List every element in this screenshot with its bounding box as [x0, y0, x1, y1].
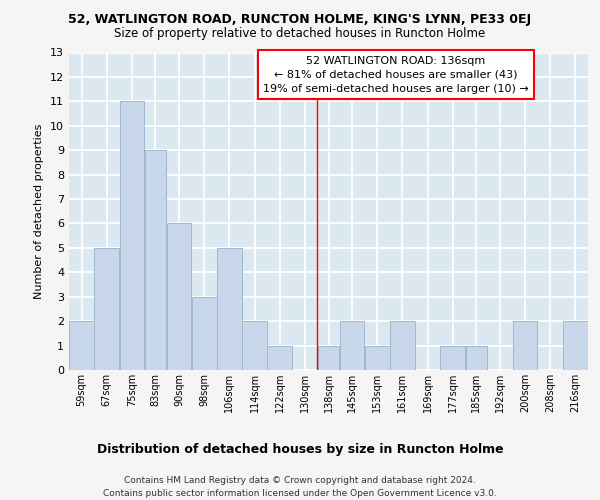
Bar	[318, 346, 339, 370]
Y-axis label: Number of detached properties: Number of detached properties	[34, 124, 44, 299]
Text: Distribution of detached houses by size in Runcton Holme: Distribution of detached houses by size …	[97, 442, 503, 456]
Text: Size of property relative to detached houses in Runcton Holme: Size of property relative to detached ho…	[115, 28, 485, 40]
Text: 52, WATLINGTON ROAD, RUNCTON HOLME, KING'S LYNN, PE33 0EJ: 52, WATLINGTON ROAD, RUNCTON HOLME, KING…	[68, 12, 532, 26]
Bar	[94, 248, 119, 370]
Text: Contains HM Land Registry data © Crown copyright and database right 2024.: Contains HM Land Registry data © Crown c…	[124, 476, 476, 485]
Bar	[217, 248, 242, 370]
Bar	[513, 321, 538, 370]
Text: Contains public sector information licensed under the Open Government Licence v3: Contains public sector information licen…	[103, 489, 497, 498]
Bar	[440, 346, 465, 370]
Bar	[340, 321, 364, 370]
Bar	[69, 321, 94, 370]
Bar	[390, 321, 415, 370]
Bar	[466, 346, 487, 370]
Bar	[268, 346, 292, 370]
Bar	[167, 224, 191, 370]
Text: 52 WATLINGTON ROAD: 136sqm
← 81% of detached houses are smaller (43)
19% of semi: 52 WATLINGTON ROAD: 136sqm ← 81% of deta…	[263, 56, 529, 94]
Bar	[242, 321, 267, 370]
Bar	[563, 321, 588, 370]
Bar	[192, 296, 217, 370]
Bar	[365, 346, 389, 370]
Bar	[119, 102, 144, 370]
Bar	[145, 150, 166, 370]
